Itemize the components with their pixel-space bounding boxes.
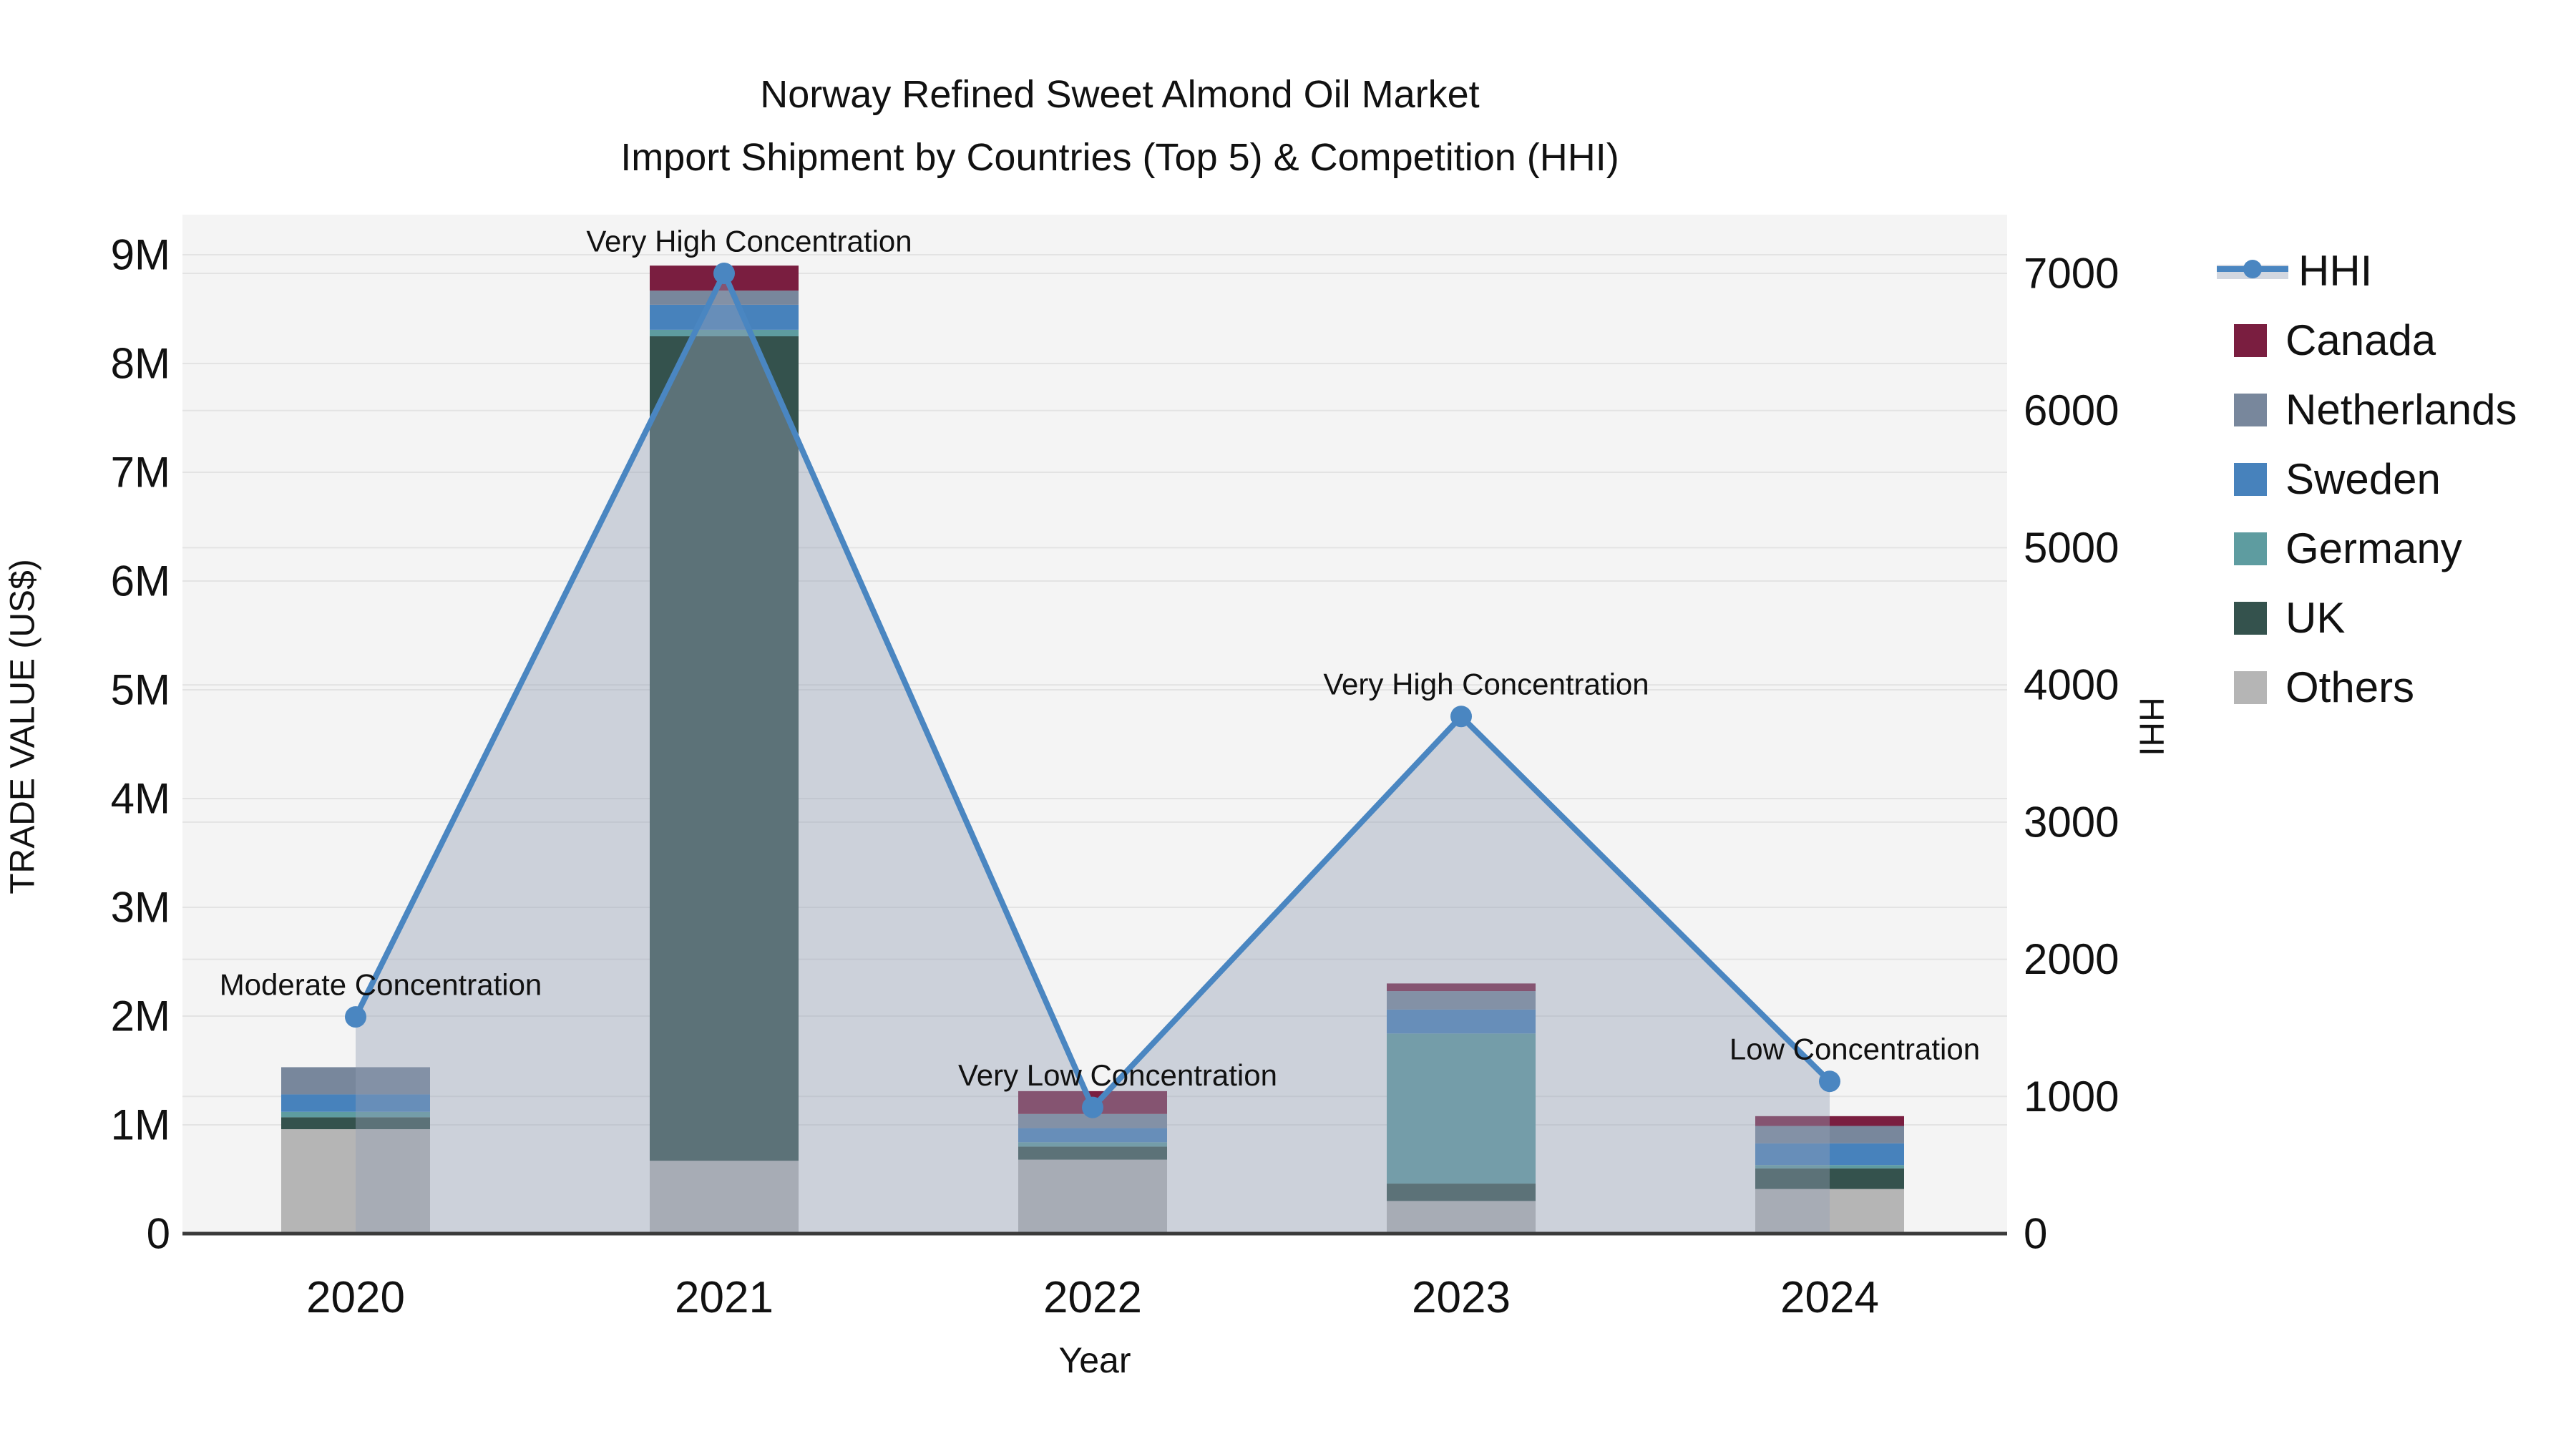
legend-label-canada: Canada <box>2285 316 2436 364</box>
legend-item-hhi[interactable]: HHI <box>2217 236 2517 306</box>
bar-segment-2023-UK[interactable] <box>1387 1184 1536 1201</box>
bar-segment-2024-Others[interactable] <box>1755 1189 1904 1234</box>
bar-segment-2024-Sweden[interactable] <box>1755 1143 1904 1166</box>
bar-segment-2021-Sweden[interactable] <box>650 304 799 330</box>
legend-label-others: Others <box>2285 663 2415 711</box>
right-tick-4000: 4000 <box>2024 661 2119 709</box>
right-tick-1000: 1000 <box>2024 1073 2119 1121</box>
bar-segment-2024-UK[interactable] <box>1755 1168 1904 1189</box>
legend-item-canada[interactable]: Canada <box>2234 306 2517 375</box>
chart-title-line1: Norway Refined Sweet Almond Oil Market <box>760 73 1480 116</box>
bar-segment-2022-Others[interactable] <box>1018 1159 1167 1234</box>
plot-background <box>182 215 2007 1234</box>
x-tick-2020[interactable]: 2020 <box>306 1273 405 1322</box>
bar-segment-2023-Netherlands[interactable] <box>1387 991 1536 1010</box>
legend-label-sweden: Sweden <box>2285 455 2441 503</box>
x-axis-title: Year <box>1058 1340 1131 1380</box>
bar-segment-2021-Netherlands[interactable] <box>650 291 799 305</box>
bar-segment-2022-UK[interactable] <box>1018 1146 1167 1160</box>
bar-segment-2024-Canada[interactable] <box>1755 1116 1904 1126</box>
bar-segment-2021-Germany[interactable] <box>650 329 799 336</box>
right-axis-title: HHI <box>2132 697 2170 756</box>
x-tick-2022[interactable]: 2022 <box>1043 1273 1142 1322</box>
hhi-marker-2021[interactable] <box>713 263 735 284</box>
bar-segment-2020-UK[interactable] <box>281 1117 430 1130</box>
left-tick-9M: 9M <box>111 231 170 279</box>
bar-segment-2024-Germany[interactable] <box>1755 1165 1904 1169</box>
legend-item-sweden[interactable]: Sweden <box>2234 444 2517 514</box>
legend-swatch-sweden <box>2234 462 2267 496</box>
x-tick-2021[interactable]: 2021 <box>675 1273 774 1322</box>
hhi-marker-2020[interactable] <box>345 1006 366 1028</box>
bar-segment-2023-Canada[interactable] <box>1387 983 1536 992</box>
bar-segment-2022-Sweden[interactable] <box>1018 1128 1167 1143</box>
chart-title-line2: Import Shipment by Countries (Top 5) & C… <box>620 136 1619 179</box>
bar-segment-2023-Sweden[interactable] <box>1387 1009 1536 1034</box>
bar-segment-2020-Germany[interactable] <box>281 1111 430 1118</box>
left-tick-2M: 2M <box>111 992 170 1040</box>
left-tick-6M: 6M <box>111 557 170 605</box>
bar-segment-2020-Others[interactable] <box>281 1129 430 1234</box>
annotation-2020: Moderate Concentration <box>220 968 542 1002</box>
legend-label-hhi: HHI <box>2298 247 2373 295</box>
hhi-marker-2022[interactable] <box>1082 1096 1103 1118</box>
bar-segment-2020-Sweden[interactable] <box>281 1094 430 1112</box>
legend: HHI Canada Netherlands Sweden Germany UK Other… <box>2217 236 2517 722</box>
annotation-2021: Very High Concentration <box>586 225 912 258</box>
right-tick-6000: 6000 <box>2024 386 2119 434</box>
right-tick-0: 0 <box>2024 1210 2047 1258</box>
legend-label-uk: UK <box>2285 594 2346 642</box>
bar-segment-2021-UK[interactable] <box>650 336 799 1161</box>
bar-segment-2020-Netherlands[interactable] <box>281 1067 430 1095</box>
bar-segment-2023-Germany[interactable] <box>1387 1033 1536 1184</box>
bar-segment-2022-Netherlands[interactable] <box>1018 1113 1167 1128</box>
legend-label-netherlands: Netherlands <box>2285 386 2517 434</box>
left-axis-title: TRADE VALUE (US$) <box>4 559 42 894</box>
annotation-2022: Very Low Concentration <box>958 1058 1277 1092</box>
annotation-2024: Low Concentration <box>1729 1033 1980 1066</box>
annotation-2023: Very High Concentration <box>1323 668 1649 701</box>
legend-item-uk[interactable]: UK <box>2234 583 2517 653</box>
x-tick-2024[interactable]: 2024 <box>1780 1273 1879 1322</box>
legend-hhi-line-swatch <box>2217 259 2288 279</box>
right-tick-2000: 2000 <box>2024 935 2119 983</box>
hhi-marker-2023[interactable] <box>1450 706 1472 728</box>
right-tick-7000: 7000 <box>2024 250 2119 298</box>
legend-swatch-canada <box>2234 323 2267 357</box>
legend-label-germany: Germany <box>2285 525 2462 572</box>
bar-segment-2023-Others[interactable] <box>1387 1201 1536 1234</box>
left-tick-3M: 3M <box>111 884 170 932</box>
legend-item-germany[interactable]: Germany <box>2234 514 2517 583</box>
right-tick-5000: 5000 <box>2024 524 2119 572</box>
legend-item-netherlands[interactable]: Netherlands <box>2234 375 2517 444</box>
bar-segment-2022-Germany[interactable] <box>1018 1142 1167 1147</box>
legend-swatch-uk <box>2234 601 2267 635</box>
left-tick-7M: 7M <box>111 449 170 497</box>
bar-segment-2024-Netherlands[interactable] <box>1755 1126 1904 1143</box>
legend-swatch-netherlands <box>2234 393 2267 426</box>
legend-swatch-others <box>2234 670 2267 704</box>
left-tick-1M: 1M <box>111 1101 170 1149</box>
hhi-area-fill <box>356 273 1830 1234</box>
right-tick-3000: 3000 <box>2024 798 2119 846</box>
legend-swatch-germany <box>2234 532 2267 565</box>
left-tick-8M: 8M <box>111 340 170 388</box>
left-tick-4M: 4M <box>111 775 170 823</box>
bar-segment-2021-Others[interactable] <box>650 1161 799 1234</box>
x-tick-2023[interactable]: 2023 <box>1412 1273 1511 1322</box>
hhi-marker-2024[interactable] <box>1819 1070 1840 1093</box>
legend-item-others[interactable]: Others <box>2234 653 2517 722</box>
left-tick-0: 0 <box>147 1210 170 1258</box>
left-tick-5M: 5M <box>111 666 170 714</box>
